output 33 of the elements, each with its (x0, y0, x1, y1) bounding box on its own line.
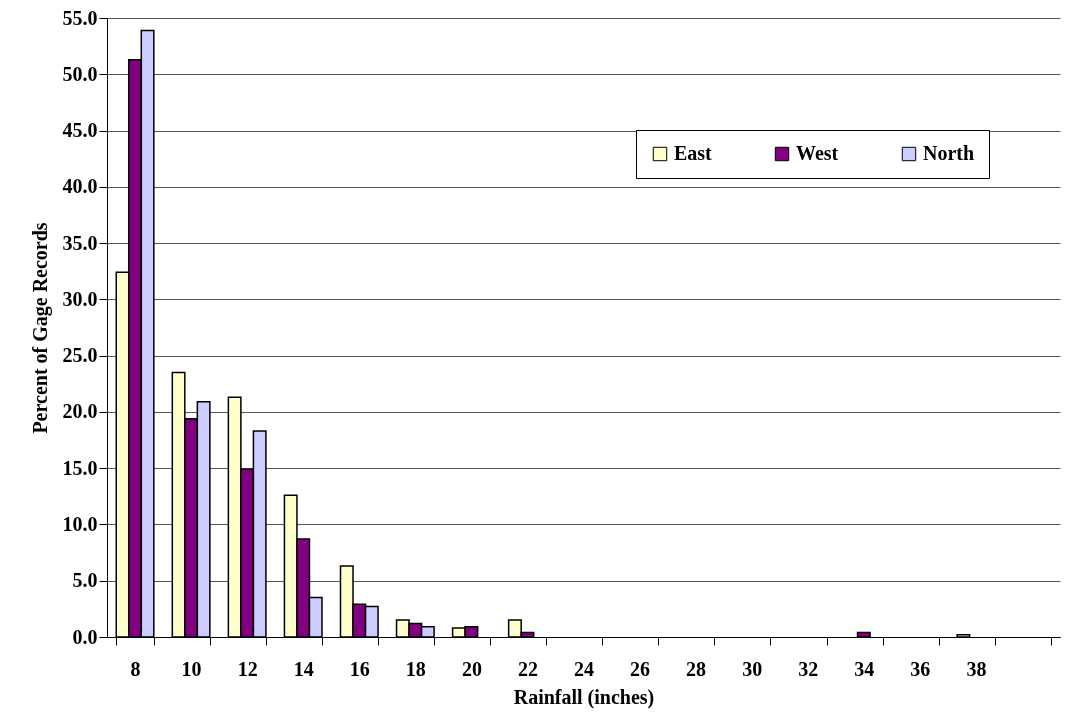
x-tick-label: 8 (130, 657, 141, 680)
y-tick-label: 20.0 (62, 400, 98, 423)
y-tick-label: 25.0 (62, 344, 98, 367)
x-tick-label: 18 (405, 657, 426, 680)
x-tick-label: 14 (293, 657, 314, 680)
y-tick-label: 40.0 (62, 175, 98, 198)
y-axis-title: Percent of Gage Records (28, 222, 52, 434)
y-tick-label: 5.0 (72, 569, 98, 592)
x-tick-label: 34 (854, 657, 875, 680)
y-tick-label: 10.0 (62, 512, 98, 535)
y-tick-label: 55.0 (62, 6, 98, 29)
x-tick-label: 36 (910, 657, 931, 680)
x-tick-label: 16 (349, 657, 370, 680)
x-tick-label: 12 (237, 657, 258, 680)
legend-label: North (923, 142, 975, 164)
y-tick-label: 45.0 (62, 119, 98, 142)
x-axis-title: Rainfall (inches) (513, 685, 655, 709)
y-tick-label: 50.0 (62, 62, 98, 85)
x-tick-label: 28 (686, 657, 707, 680)
x-tick-label: 22 (517, 657, 538, 680)
x-tick-label: 10 (181, 657, 202, 680)
x-tick-label: 20 (461, 657, 482, 680)
x-tick-label: 32 (798, 657, 819, 680)
y-tick-label: 35.0 (62, 231, 98, 254)
x-tick-label: 38 (966, 657, 987, 680)
y-tick-label: 30.0 (62, 287, 98, 310)
x-tick-label: 26 (630, 657, 651, 680)
y-tick-label: 0.0 (72, 625, 98, 648)
legend-label: West (796, 142, 839, 164)
y-tick-label: 15.0 (62, 456, 98, 479)
x-tick-label: 30 (742, 657, 763, 680)
x-tick-label: 24 (574, 657, 594, 680)
legend-label: East (674, 142, 713, 164)
